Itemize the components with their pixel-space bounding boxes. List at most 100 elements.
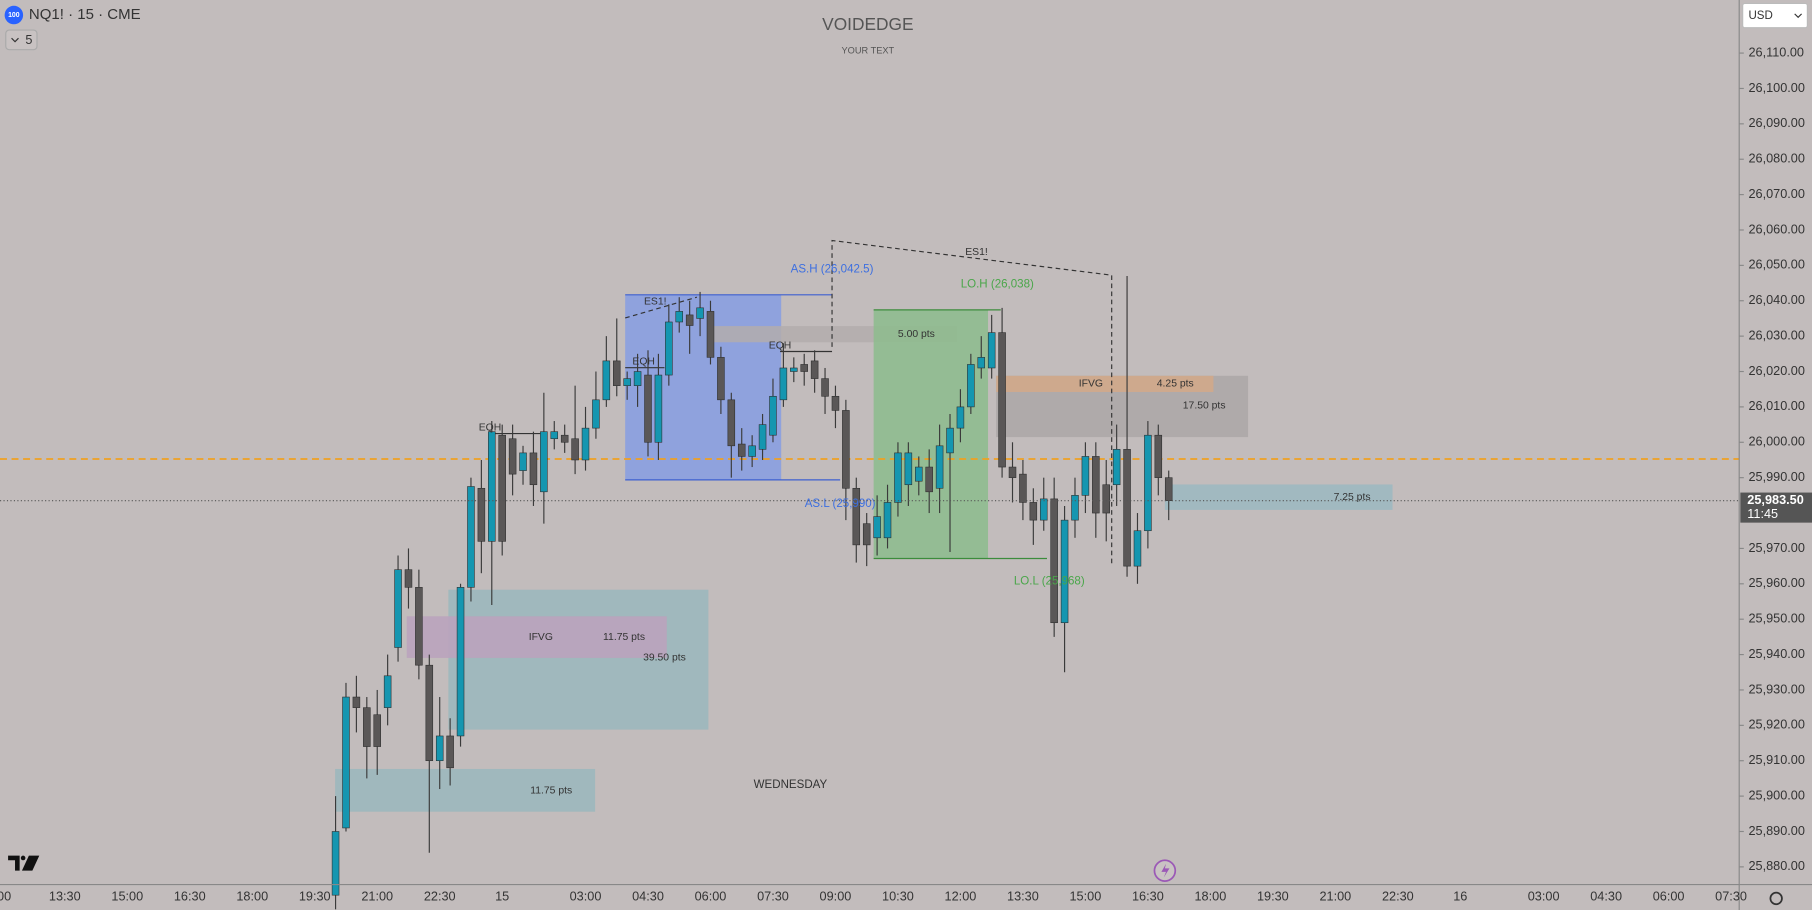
candle-body xyxy=(488,431,496,542)
x-tick-label: 04:30 xyxy=(1590,889,1622,904)
x-tick-label: 22:30 xyxy=(424,889,456,904)
candle-body xyxy=(1102,484,1110,514)
candle-body xyxy=(550,431,559,440)
annotation: 7.25 pts xyxy=(1334,492,1371,503)
chart-subtitle: YOUR TEXT xyxy=(842,45,895,55)
x-tick-label: 12:00 xyxy=(945,889,977,904)
x-tick-label: 18:00 xyxy=(236,889,268,904)
candle-body xyxy=(415,587,423,666)
annotation: 11.75 pts xyxy=(530,786,572,797)
currency-button[interactable] xyxy=(1742,2,1808,29)
candle-body xyxy=(706,311,715,358)
x-tick-label: 19:30 xyxy=(299,889,331,904)
fvg-box xyxy=(335,768,596,812)
annotation: ES1! xyxy=(644,297,667,308)
x-tick-label: 13:30 xyxy=(49,889,81,904)
candle-body xyxy=(696,307,704,319)
candle-body xyxy=(810,360,819,379)
candle-body xyxy=(1050,498,1058,624)
candle-body xyxy=(581,427,590,461)
y-tick-label: 25,930.00 xyxy=(1748,681,1804,696)
x-tick-label: 16:30 xyxy=(174,889,206,904)
x-tick-label: 19:30 xyxy=(1257,889,1289,904)
candle-body xyxy=(842,410,850,489)
candle-body xyxy=(748,445,756,457)
y-tick-label: 25,990.00 xyxy=(1748,469,1804,484)
annotation: ES1! xyxy=(965,247,988,258)
tv-logo[interactable] xyxy=(8,855,40,871)
y-tick-label: 26,070.00 xyxy=(1748,186,1804,201)
x-tick-label: 06:00 xyxy=(1653,889,1685,904)
candle-body xyxy=(790,367,798,372)
candle-body xyxy=(342,696,350,829)
y-tick-label: 26,100.00 xyxy=(1748,80,1804,95)
x-tick-label: 16:30 xyxy=(1132,889,1164,904)
candle-body xyxy=(1144,434,1152,532)
x-tick-label: 15:00 xyxy=(111,889,143,904)
candle-body xyxy=(977,357,986,369)
candle-body xyxy=(1092,456,1100,514)
candle-body xyxy=(498,434,506,542)
candle-body xyxy=(456,587,465,737)
candle-body xyxy=(623,378,631,386)
y-tick-label: 26,010.00 xyxy=(1748,398,1804,413)
y-tick-label: 26,040.00 xyxy=(1748,292,1804,307)
countdown: 11:45 xyxy=(1747,506,1778,521)
candle-body xyxy=(425,664,434,762)
candle-body xyxy=(946,427,954,454)
candle-body xyxy=(633,371,642,386)
candle-body xyxy=(967,364,975,408)
candle-body xyxy=(987,332,996,369)
candle-body xyxy=(383,675,392,708)
chart-title: VOIDEDGE xyxy=(822,14,913,34)
settings-icon[interactable] xyxy=(1769,891,1783,906)
x-tick-label: 21:00 xyxy=(1319,889,1351,904)
x-tick-label: 07:30 xyxy=(757,889,789,904)
last-price-label: 25,983.50 xyxy=(1747,492,1803,507)
x-tick-label: 16 xyxy=(1453,889,1467,904)
candle-body xyxy=(904,452,913,486)
candle-body xyxy=(779,367,788,401)
candle-body xyxy=(602,360,611,401)
candle-body xyxy=(373,714,381,747)
candle-body xyxy=(592,399,600,429)
zones xyxy=(0,239,1740,812)
symbol-badge[interactable] xyxy=(4,5,24,25)
annotation: 11.75 pts xyxy=(603,632,645,643)
y-tick-label: 25,970.00 xyxy=(1748,540,1804,555)
ifvg-box xyxy=(406,616,667,658)
fvg-box xyxy=(448,589,709,730)
x-tick-label: 22:30 xyxy=(1382,889,1414,904)
smt-line xyxy=(625,296,697,319)
symbol[interactable]: NQ1! · 15 · CME xyxy=(29,6,141,23)
annotation: 5.00 pts xyxy=(898,329,935,340)
x-tick-label: 03:00 xyxy=(1528,889,1560,904)
annotation: EQH xyxy=(632,357,655,368)
candle-body xyxy=(1008,466,1017,478)
x-tick-label: 03:00 xyxy=(570,889,602,904)
candle-body xyxy=(717,357,725,401)
candle-body xyxy=(613,360,621,386)
candle-body xyxy=(394,569,402,648)
y-tick-label: 26,080.00 xyxy=(1748,151,1804,166)
y-tick-label: 25,920.00 xyxy=(1748,717,1804,732)
x-tick-label: 13:30 xyxy=(1007,889,1039,904)
candle-body xyxy=(998,332,1006,468)
annotation: LO.L (25,968) xyxy=(1014,576,1085,588)
candle-body xyxy=(1133,530,1142,567)
candle-body xyxy=(1019,473,1027,503)
y-tick-label: 26,030.00 xyxy=(1748,327,1804,342)
y-tick-label: 26,020.00 xyxy=(1748,363,1804,378)
y-tick-label: 25,950.00 xyxy=(1748,611,1804,626)
candle-body xyxy=(831,395,840,411)
london-range-box xyxy=(873,309,989,559)
candle-body xyxy=(883,502,892,539)
x-tick-label: 15:00 xyxy=(1070,889,1102,904)
annotation: LO.H (26,038) xyxy=(961,278,1034,290)
indicator-button[interactable] xyxy=(5,29,38,51)
y-tick-label: 26,110.00 xyxy=(1748,44,1804,59)
annotation: WEDNESDAY xyxy=(754,779,828,791)
y-tick-label: 25,900.00 xyxy=(1748,787,1804,802)
ifvg-box xyxy=(996,375,1214,392)
